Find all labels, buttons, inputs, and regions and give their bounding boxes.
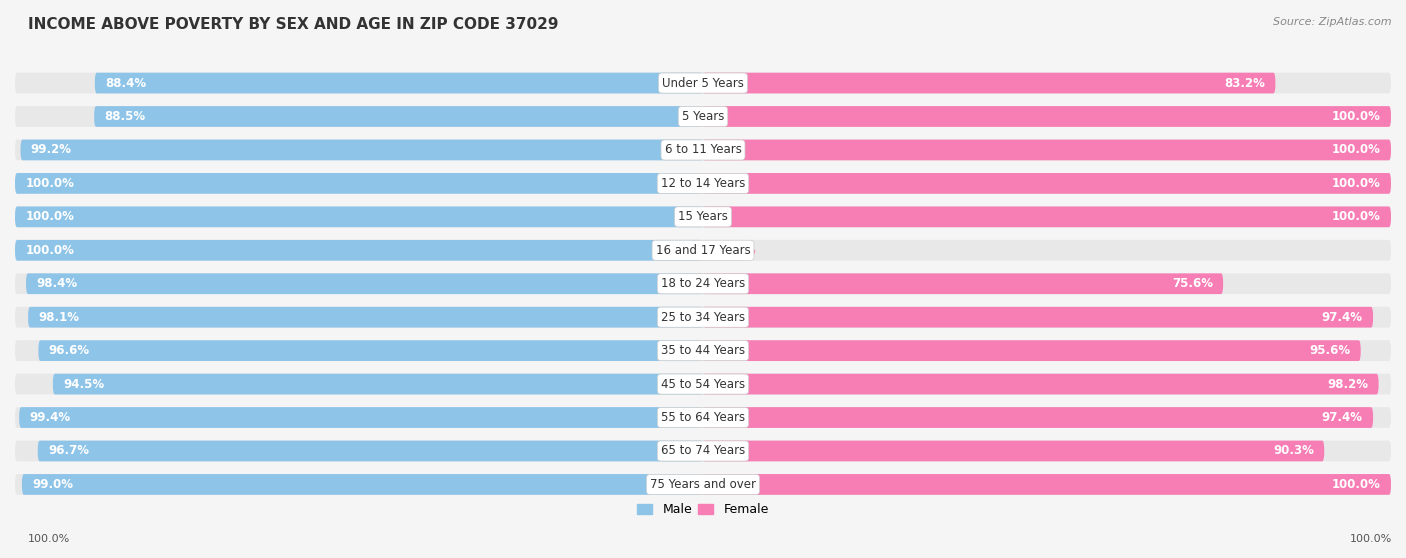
Text: 99.2%: 99.2%: [31, 143, 72, 156]
Text: 100.0%: 100.0%: [1331, 478, 1381, 491]
FancyBboxPatch shape: [20, 407, 703, 428]
FancyBboxPatch shape: [15, 340, 1391, 361]
Text: 97.4%: 97.4%: [1322, 311, 1362, 324]
FancyBboxPatch shape: [703, 140, 1391, 160]
Text: 100.0%: 100.0%: [28, 534, 70, 544]
FancyBboxPatch shape: [15, 240, 1391, 261]
Legend: Male, Female: Male, Female: [633, 498, 773, 521]
Text: INCOME ABOVE POVERTY BY SEX AND AGE IN ZIP CODE 37029: INCOME ABOVE POVERTY BY SEX AND AGE IN Z…: [28, 17, 558, 32]
FancyBboxPatch shape: [15, 106, 1391, 127]
Text: Source: ZipAtlas.com: Source: ZipAtlas.com: [1274, 17, 1392, 27]
FancyBboxPatch shape: [15, 206, 703, 227]
FancyBboxPatch shape: [94, 73, 703, 93]
Text: 100.0%: 100.0%: [1350, 534, 1392, 544]
FancyBboxPatch shape: [703, 307, 1374, 328]
FancyBboxPatch shape: [703, 173, 1391, 194]
FancyBboxPatch shape: [15, 73, 1391, 93]
FancyBboxPatch shape: [15, 407, 1391, 428]
FancyBboxPatch shape: [703, 340, 1361, 361]
Text: 0.0%: 0.0%: [724, 244, 756, 257]
Text: 5 Years: 5 Years: [682, 110, 724, 123]
Text: Under 5 Years: Under 5 Years: [662, 76, 744, 89]
FancyBboxPatch shape: [15, 374, 1391, 395]
Text: 100.0%: 100.0%: [1331, 210, 1381, 223]
FancyBboxPatch shape: [15, 273, 1391, 294]
Text: 75 Years and over: 75 Years and over: [650, 478, 756, 491]
FancyBboxPatch shape: [703, 374, 1379, 395]
FancyBboxPatch shape: [703, 273, 1223, 294]
FancyBboxPatch shape: [38, 340, 703, 361]
Text: 88.5%: 88.5%: [104, 110, 146, 123]
Text: 90.3%: 90.3%: [1272, 445, 1315, 458]
FancyBboxPatch shape: [703, 441, 1324, 461]
FancyBboxPatch shape: [15, 140, 1391, 160]
Text: 98.2%: 98.2%: [1327, 378, 1368, 391]
Text: 100.0%: 100.0%: [1331, 143, 1381, 156]
Text: 98.1%: 98.1%: [38, 311, 79, 324]
Text: 95.6%: 95.6%: [1309, 344, 1350, 357]
FancyBboxPatch shape: [15, 240, 703, 261]
FancyBboxPatch shape: [15, 441, 1391, 461]
Text: 99.4%: 99.4%: [30, 411, 70, 424]
Text: 100.0%: 100.0%: [25, 210, 75, 223]
Text: 12 to 14 Years: 12 to 14 Years: [661, 177, 745, 190]
Text: 83.2%: 83.2%: [1225, 76, 1265, 89]
Text: 65 to 74 Years: 65 to 74 Years: [661, 445, 745, 458]
FancyBboxPatch shape: [22, 474, 703, 495]
FancyBboxPatch shape: [703, 407, 1374, 428]
FancyBboxPatch shape: [15, 307, 1391, 328]
FancyBboxPatch shape: [703, 474, 1391, 495]
Text: 15 Years: 15 Years: [678, 210, 728, 223]
FancyBboxPatch shape: [15, 206, 1391, 227]
Text: 88.4%: 88.4%: [105, 76, 146, 89]
Text: 99.0%: 99.0%: [32, 478, 73, 491]
Text: 75.6%: 75.6%: [1171, 277, 1213, 290]
Text: 100.0%: 100.0%: [1331, 110, 1381, 123]
FancyBboxPatch shape: [94, 106, 703, 127]
Text: 45 to 54 Years: 45 to 54 Years: [661, 378, 745, 391]
Text: 100.0%: 100.0%: [25, 177, 75, 190]
FancyBboxPatch shape: [21, 140, 703, 160]
FancyBboxPatch shape: [15, 474, 1391, 495]
FancyBboxPatch shape: [15, 173, 1391, 194]
FancyBboxPatch shape: [28, 307, 703, 328]
Text: 16 and 17 Years: 16 and 17 Years: [655, 244, 751, 257]
FancyBboxPatch shape: [703, 206, 1391, 227]
Text: 6 to 11 Years: 6 to 11 Years: [665, 143, 741, 156]
Text: 96.7%: 96.7%: [48, 445, 89, 458]
FancyBboxPatch shape: [53, 374, 703, 395]
Text: 96.6%: 96.6%: [49, 344, 90, 357]
Text: 55 to 64 Years: 55 to 64 Years: [661, 411, 745, 424]
FancyBboxPatch shape: [25, 273, 703, 294]
Text: 25 to 34 Years: 25 to 34 Years: [661, 311, 745, 324]
Text: 97.4%: 97.4%: [1322, 411, 1362, 424]
FancyBboxPatch shape: [703, 73, 1275, 93]
Text: 100.0%: 100.0%: [1331, 177, 1381, 190]
FancyBboxPatch shape: [15, 173, 703, 194]
Text: 18 to 24 Years: 18 to 24 Years: [661, 277, 745, 290]
FancyBboxPatch shape: [703, 106, 1391, 127]
Text: 35 to 44 Years: 35 to 44 Years: [661, 344, 745, 357]
Text: 100.0%: 100.0%: [25, 244, 75, 257]
Text: 94.5%: 94.5%: [63, 378, 104, 391]
Text: 98.4%: 98.4%: [37, 277, 77, 290]
FancyBboxPatch shape: [38, 441, 703, 461]
